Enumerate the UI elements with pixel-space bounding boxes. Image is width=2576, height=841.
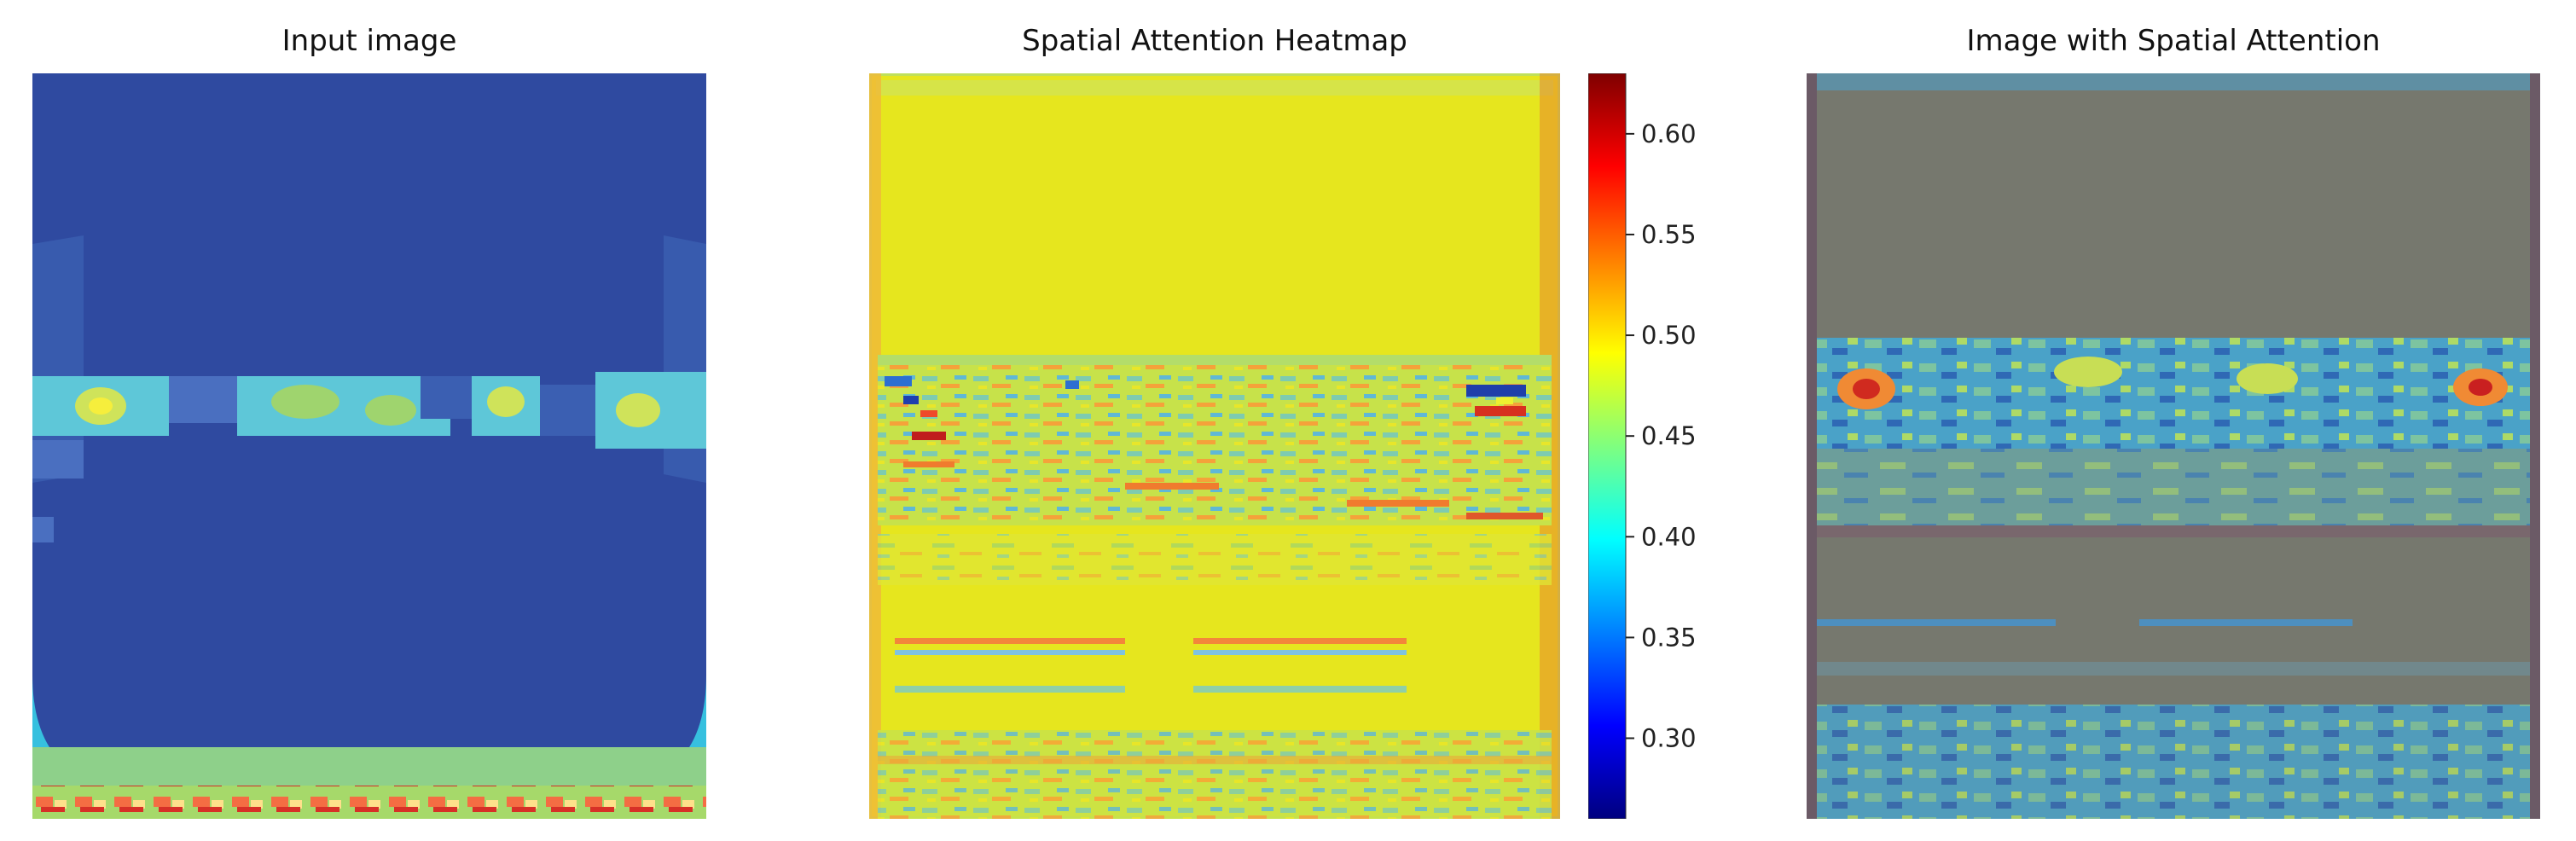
overlay-title: Image with Spatial Attention bbox=[1966, 24, 2381, 58]
overlay-texture-band bbox=[1817, 338, 2530, 449]
colorbar-tick-label: 0.50 bbox=[1641, 321, 1697, 350]
overlay-hotspots bbox=[1837, 357, 2508, 409]
heatmap-panel bbox=[869, 73, 1560, 819]
colorbar-tick-label: 0.40 bbox=[1641, 522, 1697, 551]
input-bright-blobs bbox=[32, 372, 706, 542]
colorbar-tick-label: 0.55 bbox=[1641, 220, 1697, 249]
heatmap-title: Spatial Attention Heatmap bbox=[1022, 24, 1407, 58]
overlay-bottom-band bbox=[1817, 705, 2530, 819]
heatmap-texture-band bbox=[878, 355, 1552, 525]
colorbar-tick-label: 0.60 bbox=[1641, 119, 1697, 148]
input-hot-strip bbox=[32, 786, 706, 819]
colorbar-tick-label: 0.45 bbox=[1641, 421, 1697, 450]
input-image-panel bbox=[32, 73, 706, 819]
heatmap-hotspots bbox=[885, 376, 1543, 519]
overlay-panel bbox=[1807, 73, 2540, 819]
colorbar-gradient bbox=[1588, 73, 1627, 819]
colorbar-tick-label: 0.35 bbox=[1641, 623, 1697, 652]
heatmap-horizontal-streaks bbox=[895, 638, 1407, 693]
input-image-title: Input image bbox=[281, 24, 457, 58]
colorbar: 0.30 0.35 0.40 0.45 0.50 0.55 0.60 bbox=[1588, 73, 1697, 819]
colorbar-tick-label: 0.30 bbox=[1641, 724, 1697, 753]
colorbar-ticks: 0.30 0.35 0.40 0.45 0.50 0.55 0.60 bbox=[1626, 119, 1697, 753]
